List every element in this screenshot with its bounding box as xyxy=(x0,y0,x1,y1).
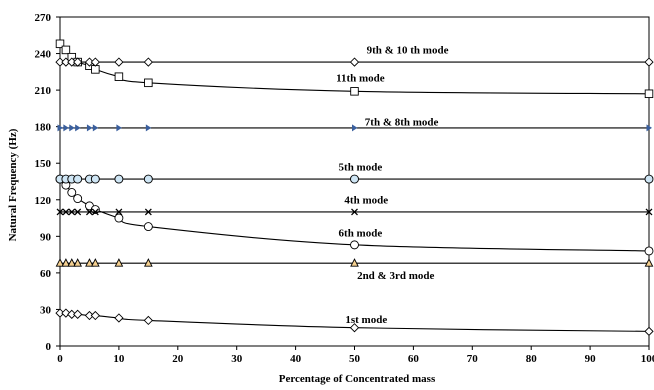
data-point-circle xyxy=(144,223,152,231)
x-tick-label: 30 xyxy=(231,353,243,365)
mode-label: 4th mode xyxy=(344,194,388,206)
annotation-layer: 1st mode 2nd & 3rd mode 6th mode 4th mode 5t… xyxy=(336,45,448,326)
mode-label: 7th & 8th mode xyxy=(365,116,439,128)
data-point-diamond xyxy=(144,316,152,324)
x-tick-label: 90 xyxy=(585,353,597,365)
mode-label: 9th & 10 th mode xyxy=(367,45,449,57)
data-point-diamond xyxy=(351,58,359,66)
data-point-arrow xyxy=(146,124,152,131)
x-tick-label: 50 xyxy=(349,353,361,365)
data-point-diamond xyxy=(115,314,123,322)
series-2 xyxy=(56,259,652,266)
axes-layer: 0 10 20 30 40 50 60 70 80 90 100 0 30 60 90 120 150 180 21… xyxy=(35,12,654,365)
y-tick-label: 180 xyxy=(35,122,52,134)
y-tick-label: 60 xyxy=(40,268,52,280)
x-tick-label: 80 xyxy=(526,353,538,365)
data-point-circle xyxy=(115,214,123,222)
x-tick-label: 20 xyxy=(172,353,184,365)
y-tick-label: 240 xyxy=(35,49,52,61)
y-tick-label: 270 xyxy=(35,12,52,24)
y-tick-label: 120 xyxy=(35,195,52,207)
data-point-square xyxy=(62,46,70,54)
data-point-diamond xyxy=(91,312,99,320)
data-point-arrow xyxy=(116,124,122,131)
data-point-diamond xyxy=(645,327,653,335)
series-6 xyxy=(58,124,653,131)
data-point-diamond xyxy=(645,58,653,66)
x-tick-label: 100 xyxy=(641,353,654,365)
x-axis-title: Percentage of Concentrated mass xyxy=(279,373,436,385)
series-5 xyxy=(56,175,653,183)
mode-label: 5th mode xyxy=(339,162,383,174)
data-point-arrow xyxy=(69,124,75,131)
series-4 xyxy=(57,209,652,215)
data-point-circle xyxy=(144,175,152,183)
y-tick-label: 30 xyxy=(40,304,52,316)
y-tick-label: 90 xyxy=(40,231,52,243)
data-point-square xyxy=(351,88,359,96)
x-tick-label: 10 xyxy=(113,353,125,365)
data-point-square xyxy=(92,66,100,74)
data-point-diamond xyxy=(115,58,123,66)
x-tick-label: 0 xyxy=(57,353,63,365)
data-point-square xyxy=(145,79,153,87)
data-point-arrow xyxy=(352,124,358,131)
data-point-circle xyxy=(351,175,359,183)
data-point-circle xyxy=(91,175,99,183)
mode-label: 11th mode xyxy=(336,73,385,85)
y-axis-title: Natural Frequency (Hz) xyxy=(7,128,19,241)
x-tick-label: 40 xyxy=(290,353,302,365)
x-tick-label: 60 xyxy=(408,353,420,365)
mode-label: 2nd & 3rd mode xyxy=(357,270,434,282)
y-tick-label: 0 xyxy=(46,341,52,353)
data-point-square xyxy=(645,90,653,98)
y-tick-label: 210 xyxy=(35,85,52,97)
data-point-circle xyxy=(74,175,82,183)
data-point-arrow xyxy=(75,124,81,131)
data-point-circle xyxy=(115,175,123,183)
mode-label: 6th mode xyxy=(339,227,383,239)
data-point-diamond xyxy=(74,310,82,318)
y-tick-label: 150 xyxy=(35,158,52,170)
x-tick-label: 70 xyxy=(467,353,479,365)
mode-label: 1st mode xyxy=(345,314,387,326)
data-point-arrow xyxy=(93,124,99,131)
data-point-square xyxy=(115,73,123,81)
data-point-arrow xyxy=(63,124,69,131)
data-point-arrow xyxy=(87,124,93,131)
data-point-circle xyxy=(68,188,76,196)
data-point-circle xyxy=(645,247,653,255)
data-point-circle xyxy=(351,241,359,249)
data-point-circle xyxy=(645,175,653,183)
series-8 xyxy=(56,58,653,66)
series-line xyxy=(60,179,649,251)
series-7 xyxy=(56,40,653,98)
data-point-circle xyxy=(74,195,82,203)
data-point-diamond xyxy=(144,58,152,66)
